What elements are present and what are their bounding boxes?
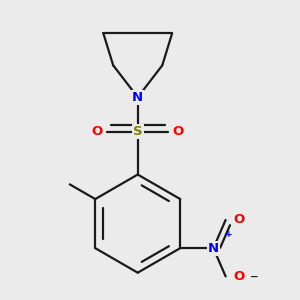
Text: O: O [233, 213, 245, 226]
Text: N: N [208, 242, 219, 255]
Text: S: S [133, 125, 142, 138]
Text: N: N [132, 91, 143, 104]
Text: O: O [233, 270, 245, 283]
Text: O: O [92, 125, 103, 138]
Text: −: − [250, 272, 258, 281]
Text: +: + [226, 230, 233, 239]
Text: O: O [172, 125, 184, 138]
